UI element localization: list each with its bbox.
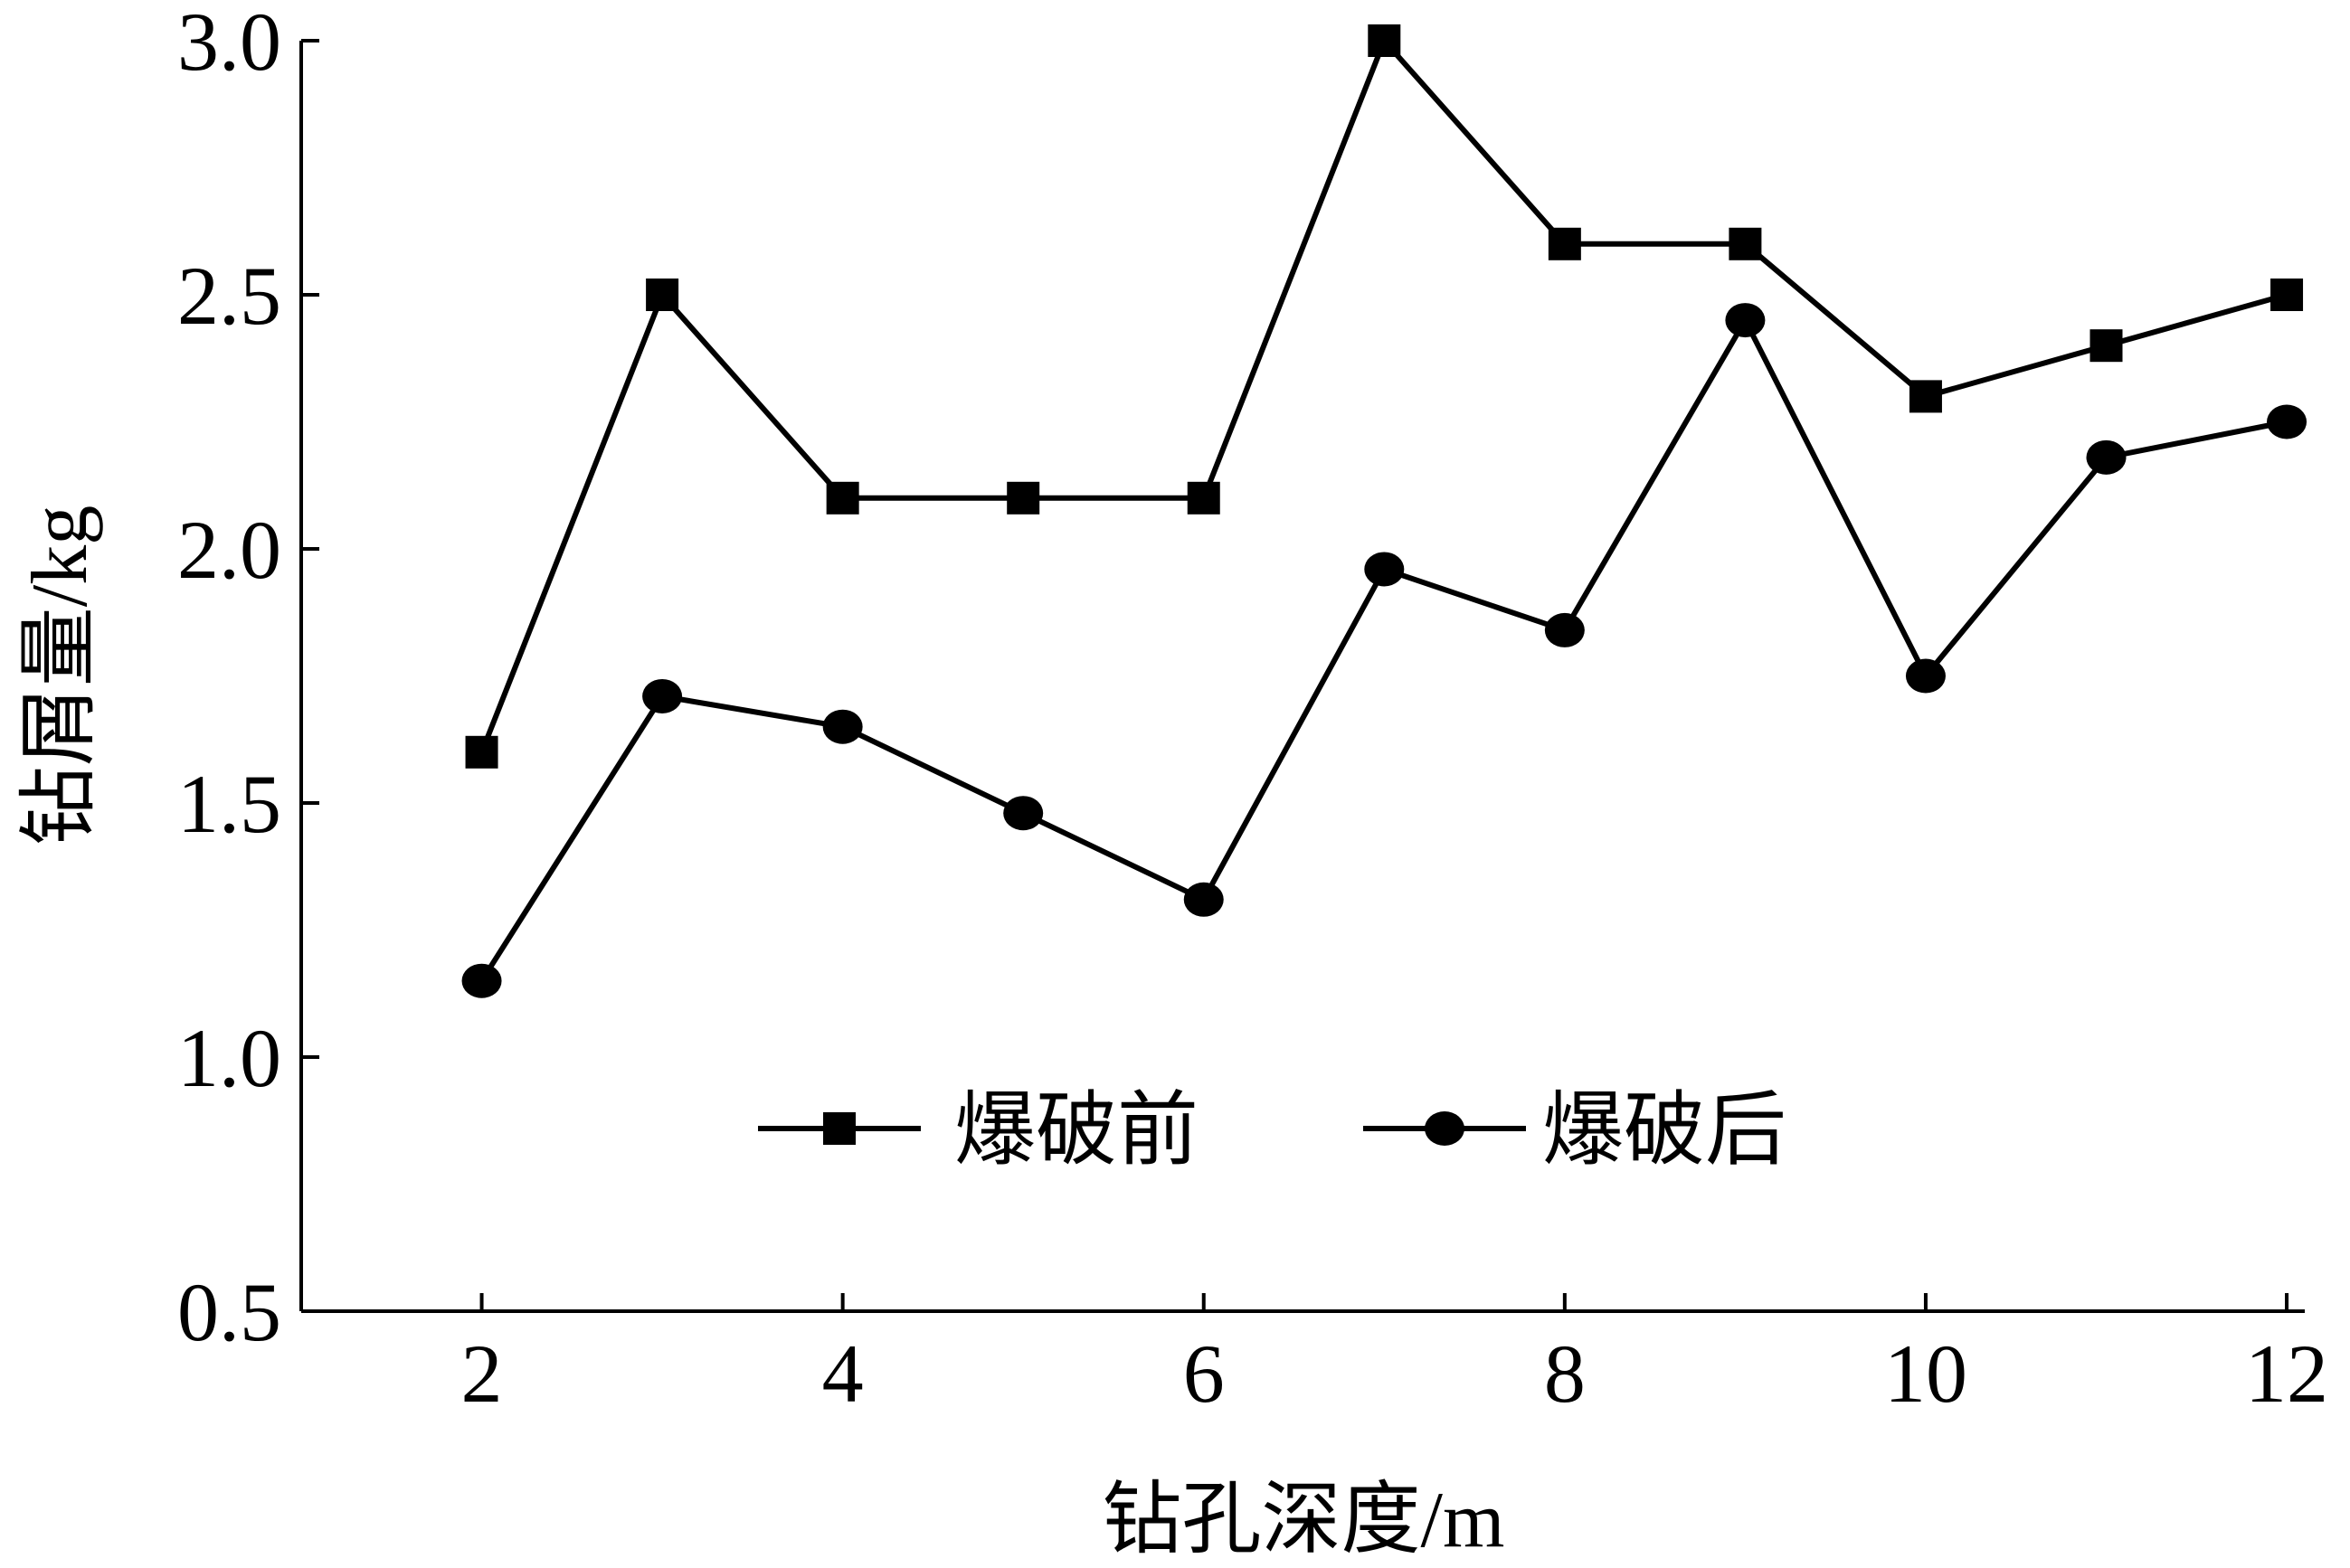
data-point [646, 279, 679, 311]
data-point [1364, 552, 1405, 587]
data-point [1548, 227, 1581, 260]
data-point [826, 481, 859, 515]
data-point [1725, 303, 1766, 338]
x-ticks: 2 4 6 8 10 12 [461, 1293, 2328, 1420]
x-tick-label: 12 [2245, 1327, 2328, 1420]
data-point [1905, 658, 1946, 694]
x-axis-title: 钻孔深度/m [1103, 1477, 1505, 1564]
data-point [2270, 279, 2304, 311]
series-line [479, 314, 2288, 983]
data-point [1183, 882, 1224, 917]
series-layer [461, 24, 2307, 998]
x-tick-label: 8 [1544, 1327, 1586, 1420]
y-ticks: 0.5 1.0 1.5 2.0 2.5 3.0 [177, 0, 319, 1358]
y-tick-label: 0.5 [177, 1266, 281, 1358]
data-point [1729, 227, 1762, 260]
legend-label: 爆破前 [954, 1086, 1199, 1176]
data-point [2267, 404, 2307, 439]
legend-item: 爆破后 [1363, 1086, 1786, 1176]
y-tick-label: 2.5 [177, 250, 281, 342]
series-before [465, 24, 2304, 769]
data-point [465, 735, 498, 769]
data-point [461, 963, 502, 998]
y-tick-label: 2.0 [177, 504, 281, 596]
data-point [2089, 329, 2123, 363]
legend: 爆破前 爆破后 [758, 1086, 1786, 1176]
x-tick-label: 2 [461, 1327, 503, 1420]
legend-marker [823, 1112, 856, 1145]
legend-marker [1425, 1111, 1464, 1146]
data-point [1007, 481, 1040, 515]
data-point [1909, 380, 1942, 413]
x-tick-label: 4 [822, 1327, 864, 1420]
data-point [1368, 24, 1401, 57]
legend-label: 爆破后 [1542, 1086, 1786, 1176]
data-point [642, 678, 683, 713]
data-point [822, 709, 863, 744]
data-point [2086, 439, 2127, 475]
data-point [1544, 612, 1585, 647]
series-line [479, 35, 2288, 753]
x-tick-label: 6 [1183, 1327, 1225, 1420]
data-point [1003, 796, 1044, 831]
series-after [461, 303, 2307, 998]
plot-frame [299, 41, 2305, 1313]
x-tick-label: 10 [1884, 1327, 1967, 1420]
y-tick-label: 3.0 [177, 0, 281, 88]
y-tick-label: 1.5 [177, 758, 281, 850]
y-tick-label: 1.0 [177, 1012, 281, 1104]
y-axis-title: 钻屑量/kg [16, 505, 104, 845]
data-point [1187, 481, 1220, 515]
legend-item: 爆破前 [758, 1086, 1199, 1176]
